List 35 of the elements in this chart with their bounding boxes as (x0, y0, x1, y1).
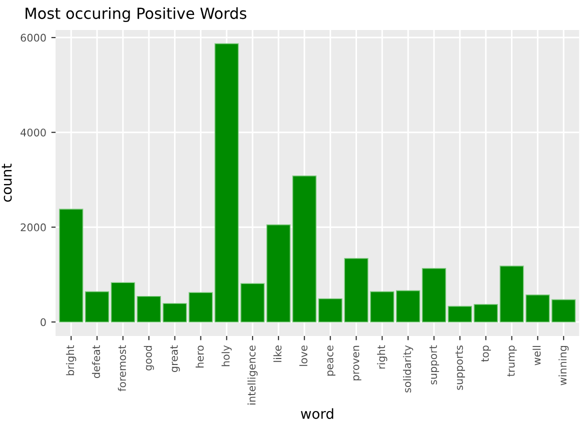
y-axis-title: count (2, 164, 12, 202)
x-tick-label: well (532, 346, 541, 366)
x-tick-label: intelligence (248, 346, 258, 404)
x-tick-label: peace (327, 346, 336, 376)
x-tick-label: holy (222, 345, 232, 366)
bar (59, 208, 84, 322)
x-tick-label: right (377, 345, 388, 369)
bar (110, 282, 136, 322)
x-tick-label: love (299, 346, 308, 366)
x-tick-label: good (144, 346, 154, 370)
x-axis-title: word (300, 408, 334, 419)
y-tick-label: 4000 (20, 128, 46, 136)
y-tick-label: 0 (40, 318, 46, 326)
x-tick-label: solidarity (403, 345, 414, 392)
y-tick-label: 2000 (20, 223, 46, 232)
y-tick-label: 6000 (20, 34, 46, 42)
chart-title: Most occuring Positive Words (26, 7, 246, 22)
bar (422, 268, 446, 322)
x-tick-label: foremost (118, 345, 126, 392)
x-tick-label: hero (196, 346, 204, 368)
x-tick-label: supports (455, 346, 465, 390)
bar (396, 290, 420, 322)
bar (266, 224, 291, 322)
bar (240, 283, 265, 322)
bar (448, 306, 472, 322)
x-tick-label: bright (66, 345, 76, 376)
x-tick-label: trump (507, 346, 517, 376)
x-tick-label: support (430, 345, 440, 384)
x-tick-label: defeat (92, 345, 100, 378)
x-tick-label: great (170, 345, 180, 372)
x-tick-label: like (273, 346, 282, 362)
bar (84, 291, 110, 322)
x-tick-label: winning (558, 346, 569, 386)
x-tick-label: top (481, 346, 491, 362)
x-tick-label: proven (353, 346, 362, 380)
